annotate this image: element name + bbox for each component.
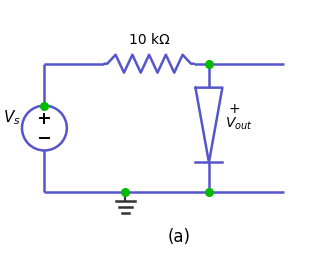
Text: +: + <box>228 102 240 115</box>
Text: 10 kΩ: 10 kΩ <box>129 33 169 47</box>
Text: $V_s$: $V_s$ <box>3 108 20 127</box>
Text: (a): (a) <box>168 228 191 246</box>
Text: $V_{out}$: $V_{out}$ <box>225 115 253 132</box>
